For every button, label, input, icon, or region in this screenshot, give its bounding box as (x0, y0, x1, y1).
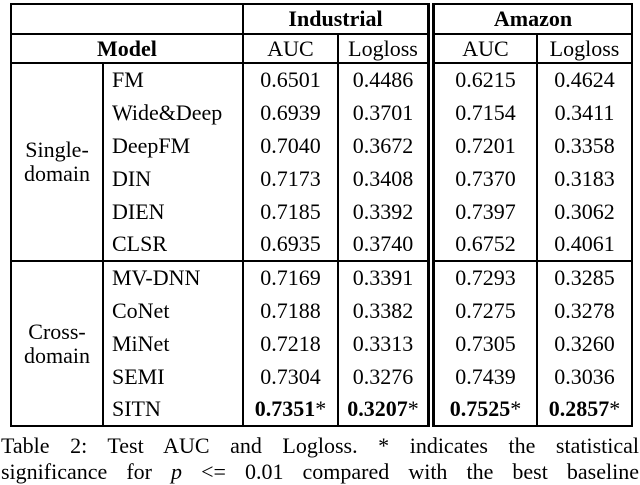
model-name-cell: MiNet (102, 327, 243, 360)
model-name-cell: FM (102, 63, 243, 96)
logloss-value-cell: 0.3260 (536, 327, 632, 360)
logloss-value-cell: 0.3411 (536, 96, 632, 129)
caption-p-variable: p (171, 459, 183, 484)
group-label-line2: domain (24, 161, 90, 186)
table-row-minet: MiNet 0.7218 0.3313 0.7305 0.3260 (11, 327, 632, 360)
auc-value-cell: 0.6752 (427, 228, 537, 261)
auc-value-cell: 0.7370 (427, 162, 537, 195)
model-name-cell: CLSR (102, 228, 243, 261)
group-label-line1: Single- (25, 137, 89, 163)
auc-value-cell: 0.6939 (242, 96, 338, 129)
auc-value-cell: 0.7351* (242, 393, 338, 426)
metric-header-row: Model AUC Logloss AUC Logloss (11, 34, 632, 64)
caption-line-1: Table 2: Test AUC and Logloss. * indicat… (1, 433, 639, 458)
table-row-deepfm: DeepFM 0.7040 0.3672 0.7201 0.3358 (11, 129, 632, 162)
model-name-cell: DIEN (102, 195, 243, 228)
logloss-value-cell: 0.3183 (536, 162, 632, 195)
best-value: 0.3207 (347, 396, 408, 421)
logloss-value-cell: 0.3276 (337, 360, 431, 393)
model-column-header: Model (11, 34, 243, 64)
model-name-cell: SITN (102, 393, 243, 426)
caption-line-2: significance for p <= 0.01 compared with… (1, 459, 639, 485)
logloss-value-cell: 0.3207* (337, 393, 431, 426)
best-value: 0.7525 (449, 396, 511, 421)
table-caption: Table 2: Test AUC and Logloss. * indicat… (1, 433, 639, 485)
auc-value-cell: 0.7188 (242, 294, 338, 327)
results-table-wrapper: Industrial Amazon Model AUC Logloss AUC … (10, 3, 633, 427)
cross-domain-group-label: Cross- domain (11, 260, 103, 426)
logloss-value-cell: 0.3036 (536, 360, 632, 393)
logloss-value-cell: 0.3278 (536, 294, 632, 327)
model-name-cell: CoNet (102, 294, 243, 327)
logloss-value-cell: 0.3740 (337, 228, 431, 261)
dataset-header-row: Industrial Amazon (11, 4, 632, 35)
logloss-value-cell: 0.3285 (536, 260, 632, 294)
single-domain-group-label: Single- domain (11, 63, 103, 261)
logloss-value-cell: 0.3358 (536, 129, 632, 162)
table-row-semi: SEMI 0.7304 0.3276 0.7439 0.3036 (11, 360, 632, 393)
dataset-header-amazon: Amazon (427, 4, 632, 35)
auc-value-cell: 0.6215 (427, 63, 537, 96)
corner-cell (11, 4, 243, 35)
logloss-value-cell: 0.3701 (337, 96, 431, 129)
group-label-line1: Cross- (28, 318, 86, 344)
logloss-value-cell: 0.3391 (337, 260, 431, 294)
table-row-conet: CoNet 0.7188 0.3382 0.7275 0.3278 (11, 294, 632, 327)
model-name-cell: Wide&Deep (102, 96, 243, 129)
caption-line2-pre: significance for (1, 459, 172, 484)
logloss-value-cell: 0.3408 (337, 162, 431, 195)
amazon-logloss-header: Logloss (536, 34, 632, 64)
auc-value-cell: 0.7201 (427, 129, 537, 162)
model-name-cell: SEMI (102, 360, 243, 393)
model-name-cell: MV-DNN (102, 260, 243, 294)
amazon-auc-header: AUC (427, 34, 537, 64)
logloss-value-cell: 0.3672 (337, 129, 431, 162)
table-row-widedeep: Wide&Deep 0.6939 0.3701 0.7154 0.3411 (11, 96, 632, 129)
auc-value-cell: 0.7169 (242, 260, 338, 294)
logloss-value-cell: 0.2857* (536, 393, 632, 426)
results-table: Industrial Amazon Model AUC Logloss AUC … (10, 3, 633, 427)
logloss-value-cell: 0.3313 (337, 327, 431, 360)
model-name-cell: DeepFM (102, 129, 243, 162)
auc-value-cell: 0.7185 (242, 195, 338, 228)
table-row-clsr: CLSR 0.6935 0.3740 0.6752 0.4061 (11, 228, 632, 261)
table-row-din: DIN 0.7173 0.3408 0.7370 0.3183 (11, 162, 632, 195)
table-row-sitn: SITN 0.7351* 0.3207* 0.7525* 0.2857* (11, 393, 632, 426)
model-name-cell: DIN (102, 162, 243, 195)
auc-value-cell: 0.7154 (427, 96, 537, 129)
auc-value-cell: 0.7040 (242, 129, 338, 162)
auc-value-cell: 0.7305 (427, 327, 537, 360)
logloss-value-cell: 0.4624 (536, 63, 632, 96)
auc-value-cell: 0.7218 (242, 327, 338, 360)
auc-value-cell: 0.7173 (242, 162, 338, 195)
table-row-dien: DIEN 0.7185 0.3392 0.7397 0.3062 (11, 195, 632, 228)
table-row-mvdnn: Cross- domain MV-DNN 0.7169 0.3391 0.729… (11, 260, 632, 426)
best-value: 0.7351 (254, 396, 316, 421)
significance-star: * (510, 396, 522, 421)
industrial-logloss-header: Logloss (337, 34, 431, 64)
logloss-value-cell: 0.3062 (536, 195, 632, 228)
auc-value-cell: 0.7397 (427, 195, 537, 228)
dataset-header-industrial: Industrial (242, 4, 431, 35)
logloss-value-cell: 0.3392 (337, 195, 431, 228)
auc-value-cell: 0.7275 (427, 294, 537, 327)
auc-value-cell: 0.6501 (242, 63, 338, 96)
auc-value-cell: 0.7293 (427, 260, 537, 294)
logloss-value-cell: 0.3382 (337, 294, 431, 327)
caption-line2-post: <= 0.01 compared with the best baseline (182, 459, 639, 484)
logloss-value-cell: 0.4061 (536, 228, 632, 261)
best-value: 0.2857 (548, 396, 610, 421)
industrial-auc-header: AUC (242, 34, 338, 64)
logloss-value-cell: 0.4486 (337, 63, 431, 96)
auc-value-cell: 0.7525* (427, 393, 537, 426)
auc-value-cell: 0.6935 (242, 228, 338, 261)
significance-star: * (315, 396, 327, 421)
significance-star: * (609, 396, 621, 421)
auc-value-cell: 0.7439 (427, 360, 537, 393)
group-label-line2: domain (24, 342, 90, 368)
table-row-fm: Single- domain FM 0.6501 0.4486 0.6215 0… (11, 63, 632, 185)
significance-star: * (407, 396, 419, 421)
auc-value-cell: 0.7304 (242, 360, 338, 393)
